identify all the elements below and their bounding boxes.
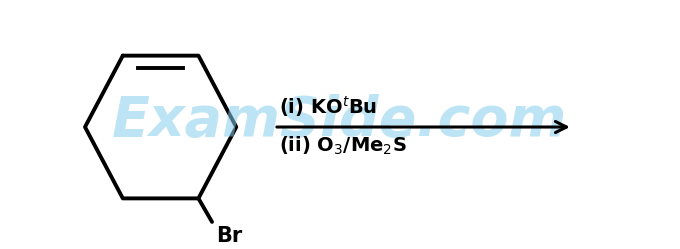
Text: (ii) O$_3$/Me$_2$S: (ii) O$_3$/Me$_2$S — [279, 135, 407, 157]
Text: (i) KO$^t$Bu: (i) KO$^t$Bu — [279, 94, 377, 119]
Text: ExamSide.com: ExamSide.com — [112, 94, 568, 148]
Text: Br: Br — [216, 226, 242, 246]
